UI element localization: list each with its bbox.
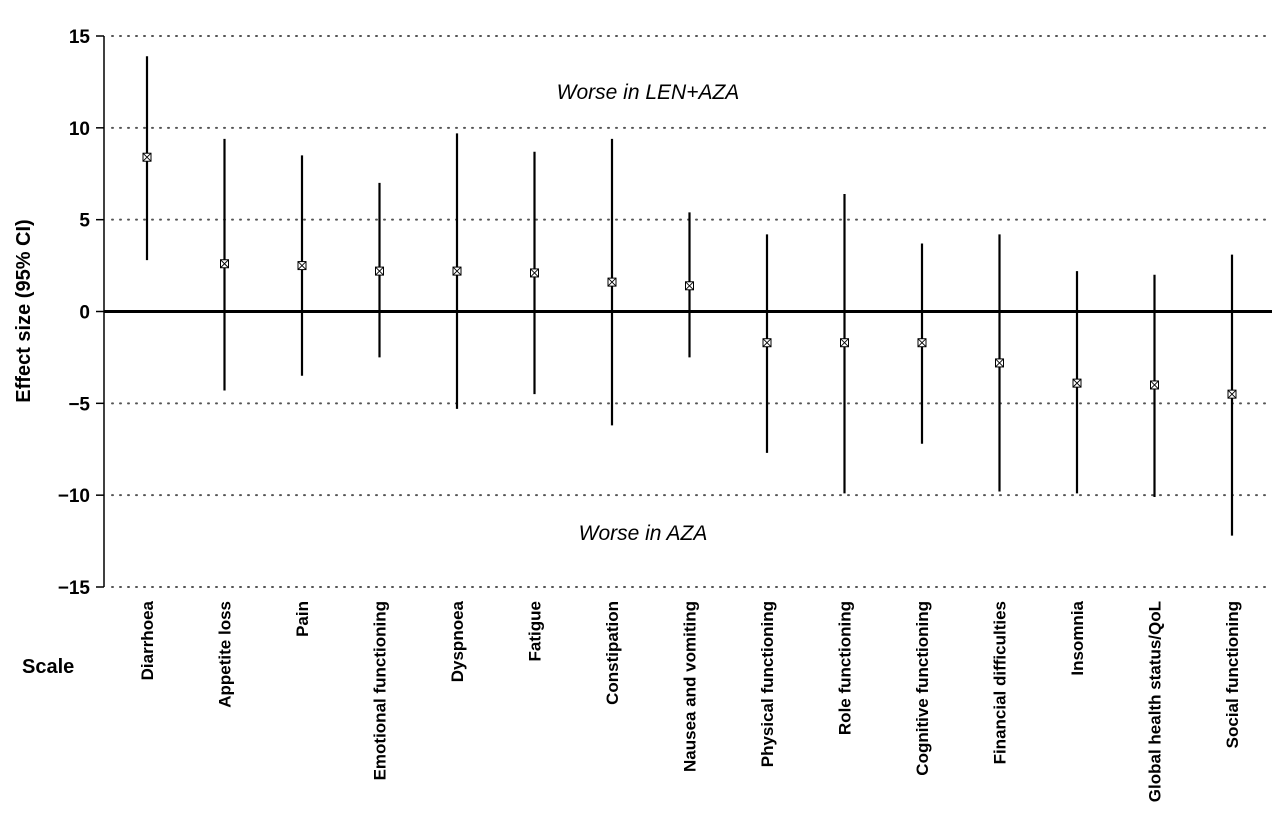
category-label: Insomnia (1068, 600, 1087, 675)
point-estimate (220, 259, 229, 269)
category-label: Pain (293, 601, 312, 637)
point-cross (840, 338, 849, 348)
y-tick-label: −10 (58, 486, 90, 507)
point-estimate (917, 338, 927, 348)
category-label: Diarrhoea (138, 600, 157, 680)
y-tick-label: 5 (79, 211, 90, 232)
point-estimate (685, 281, 694, 291)
category-label: Social functioning (1223, 601, 1242, 748)
annotation-worse-len-aza: Worse in LEN+AZA (557, 81, 740, 104)
point-cross (1072, 378, 1082, 388)
y-tick-label: −15 (58, 578, 91, 599)
y-tick-label: 10 (69, 119, 90, 140)
point-cross (530, 268, 539, 278)
point-cross (995, 358, 1004, 368)
point-estimate (995, 358, 1004, 368)
gridlines (104, 35, 1273, 588)
point-cross (452, 266, 462, 276)
point-cross (375, 266, 384, 276)
point-estimate (452, 266, 462, 276)
point-cross (220, 259, 229, 269)
category-label: Physical functioning (758, 601, 777, 767)
point-cross (142, 152, 152, 162)
point-estimate (1150, 380, 1159, 390)
point-cross (917, 338, 927, 348)
y-tick-label: 0 (79, 303, 90, 324)
category-label: Fatigue (526, 601, 545, 661)
point-cross (685, 281, 694, 291)
category-label: Appetite loss (216, 601, 235, 708)
point-estimate (297, 261, 307, 271)
category-labels: Diarrhoea Appetite loss Pain Emotional func… (138, 600, 1242, 802)
category-label: Role functioning (836, 601, 855, 735)
point-estimate (1227, 389, 1237, 399)
point-estimate (607, 277, 617, 287)
point-estimate (375, 266, 384, 276)
point-cross (1150, 380, 1159, 390)
point-estimate (840, 338, 849, 348)
y-tick-label: 15 (69, 27, 91, 48)
category-label: Constipation (603, 601, 622, 705)
category-label: Dyspnoea (448, 600, 467, 682)
category-label: Nausea and vomiting (681, 601, 700, 772)
category-label: Financial difficulties (991, 601, 1010, 764)
x-axis-title: Scale (22, 656, 74, 678)
point-cross (762, 338, 772, 348)
point-cross (297, 261, 307, 270)
point-cross (1227, 389, 1237, 399)
category-label: Global health status/QoL (1146, 601, 1165, 802)
y-axis-title: Effect size (95% CI) (13, 219, 35, 402)
point-estimate (762, 338, 772, 348)
confidence-intervals (142, 56, 1237, 536)
point-estimate (530, 268, 539, 278)
y-tick-label: −5 (68, 394, 90, 415)
point-cross (607, 277, 617, 287)
point-estimate (1072, 378, 1082, 388)
category-label: Cognitive functioning (913, 601, 932, 776)
annotation-worse-aza: Worse in AZA (579, 522, 708, 545)
category-label: Emotional functioning (371, 601, 390, 780)
point-estimate (142, 152, 152, 162)
y-axis: 15 10 5 0 −5 −10 −15 (58, 27, 105, 599)
